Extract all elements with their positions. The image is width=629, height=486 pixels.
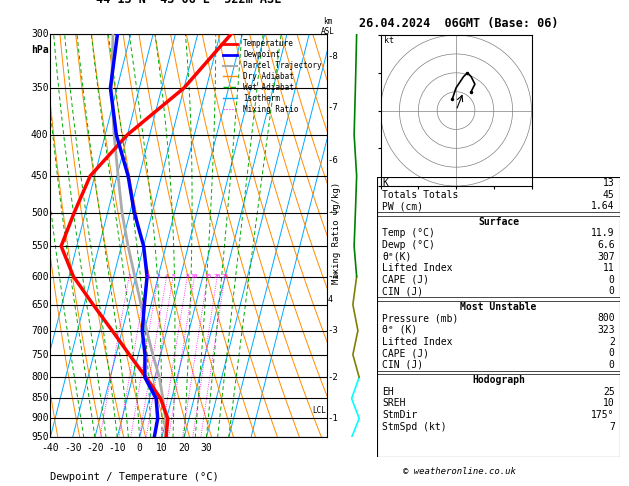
Text: 2: 2 [609, 337, 615, 347]
Text: 900: 900 [31, 414, 48, 423]
Text: 5: 5 [171, 274, 175, 279]
Text: -2: -2 [328, 373, 338, 382]
Text: 8: 8 [186, 274, 189, 279]
Text: -7: -7 [328, 103, 338, 112]
Text: 0: 0 [609, 348, 615, 358]
Text: 323: 323 [597, 325, 615, 335]
Text: SREH: SREH [382, 399, 406, 408]
Text: 6.6: 6.6 [597, 240, 615, 250]
Text: CAPE (J): CAPE (J) [382, 275, 429, 285]
Text: 600: 600 [31, 272, 48, 281]
Text: 7: 7 [609, 421, 615, 432]
Text: 700: 700 [31, 326, 48, 335]
Text: hPa: hPa [31, 45, 49, 55]
Text: StmSpd (kt): StmSpd (kt) [382, 421, 447, 432]
Text: kt: kt [384, 35, 394, 45]
Text: 175°: 175° [591, 410, 615, 420]
Text: © weatheronline.co.uk: © weatheronline.co.uk [403, 467, 516, 476]
Text: Lifted Index: Lifted Index [382, 337, 453, 347]
Text: θᵉ(K): θᵉ(K) [382, 252, 411, 261]
Text: EH: EH [382, 387, 394, 397]
Text: Dewp (°C): Dewp (°C) [382, 240, 435, 250]
Text: Dewpoint / Temperature (°C): Dewpoint / Temperature (°C) [50, 472, 218, 483]
Text: 307: 307 [597, 252, 615, 261]
Text: 450: 450 [31, 171, 48, 181]
Text: PW (cm): PW (cm) [382, 202, 423, 211]
Text: 650: 650 [31, 299, 48, 310]
Text: 0: 0 [609, 287, 615, 296]
Text: 400: 400 [31, 130, 48, 139]
Text: StmDir: StmDir [382, 410, 418, 420]
Text: 4: 4 [328, 295, 333, 304]
Text: 3: 3 [157, 274, 160, 279]
Text: 10: 10 [191, 274, 198, 279]
Legend: Temperature, Dewpoint, Parcel Trajectory, Dry Adiabat, Wet Adiabat, Isotherm, Mi: Temperature, Dewpoint, Parcel Trajectory… [221, 38, 323, 115]
Text: 25: 25 [603, 387, 615, 397]
Text: 45: 45 [603, 190, 615, 200]
Text: Temp (°C): Temp (°C) [382, 228, 435, 238]
Text: 20: 20 [178, 443, 190, 452]
Text: 800: 800 [597, 313, 615, 323]
Text: 1: 1 [127, 274, 131, 279]
Text: 350: 350 [31, 83, 48, 93]
Text: Mixing Ratio (g/kg): Mixing Ratio (g/kg) [332, 182, 341, 284]
Text: 1.64: 1.64 [591, 202, 615, 211]
Text: Surface: Surface [478, 217, 519, 226]
Text: 11.9: 11.9 [591, 228, 615, 238]
Text: 850: 850 [31, 394, 48, 403]
Text: 26.04.2024  06GMT (Base: 06): 26.04.2024 06GMT (Base: 06) [359, 17, 559, 30]
Text: -5: -5 [328, 208, 338, 217]
Text: 750: 750 [31, 349, 48, 360]
Text: 2: 2 [145, 274, 149, 279]
Text: K: K [382, 178, 388, 188]
Text: 4: 4 [165, 274, 169, 279]
Text: 30: 30 [201, 443, 213, 452]
Text: 15: 15 [204, 274, 211, 279]
Text: Most Unstable: Most Unstable [460, 302, 537, 312]
Text: 0: 0 [136, 443, 142, 452]
Text: 550: 550 [31, 241, 48, 251]
Text: -1: -1 [328, 414, 338, 423]
Text: 10: 10 [603, 399, 615, 408]
Text: 300: 300 [31, 29, 48, 39]
Text: 44°13'N  43°06'E  522m ASL: 44°13'N 43°06'E 522m ASL [96, 0, 281, 6]
Text: CAPE (J): CAPE (J) [382, 348, 429, 358]
Text: 11: 11 [603, 263, 615, 273]
Text: Pressure (mb): Pressure (mb) [382, 313, 459, 323]
Text: 0: 0 [609, 360, 615, 370]
Text: LCL: LCL [312, 406, 326, 415]
Text: -3: -3 [328, 326, 338, 335]
Text: -40: -40 [42, 443, 59, 452]
Text: 0: 0 [609, 275, 615, 285]
Text: 800: 800 [31, 372, 48, 382]
Text: CIN (J): CIN (J) [382, 360, 423, 370]
Text: 10: 10 [156, 443, 168, 452]
Text: CIN (J): CIN (J) [382, 287, 423, 296]
Text: -6: -6 [328, 156, 338, 164]
Text: θᵉ (K): θᵉ (K) [382, 325, 418, 335]
Text: 950: 950 [31, 433, 48, 442]
Text: Lifted Index: Lifted Index [382, 263, 453, 273]
Text: -8: -8 [328, 52, 338, 61]
Text: 25: 25 [221, 274, 228, 279]
Text: Totals Totals: Totals Totals [382, 190, 459, 200]
Text: -4: -4 [328, 272, 338, 281]
Text: 500: 500 [31, 208, 48, 218]
Text: Hodograph: Hodograph [472, 375, 525, 385]
Text: 13: 13 [603, 178, 615, 188]
Text: -20: -20 [86, 443, 104, 452]
Text: km
ASL: km ASL [321, 17, 335, 36]
Text: -30: -30 [64, 443, 81, 452]
Text: 20: 20 [213, 274, 221, 279]
Text: -10: -10 [108, 443, 126, 452]
